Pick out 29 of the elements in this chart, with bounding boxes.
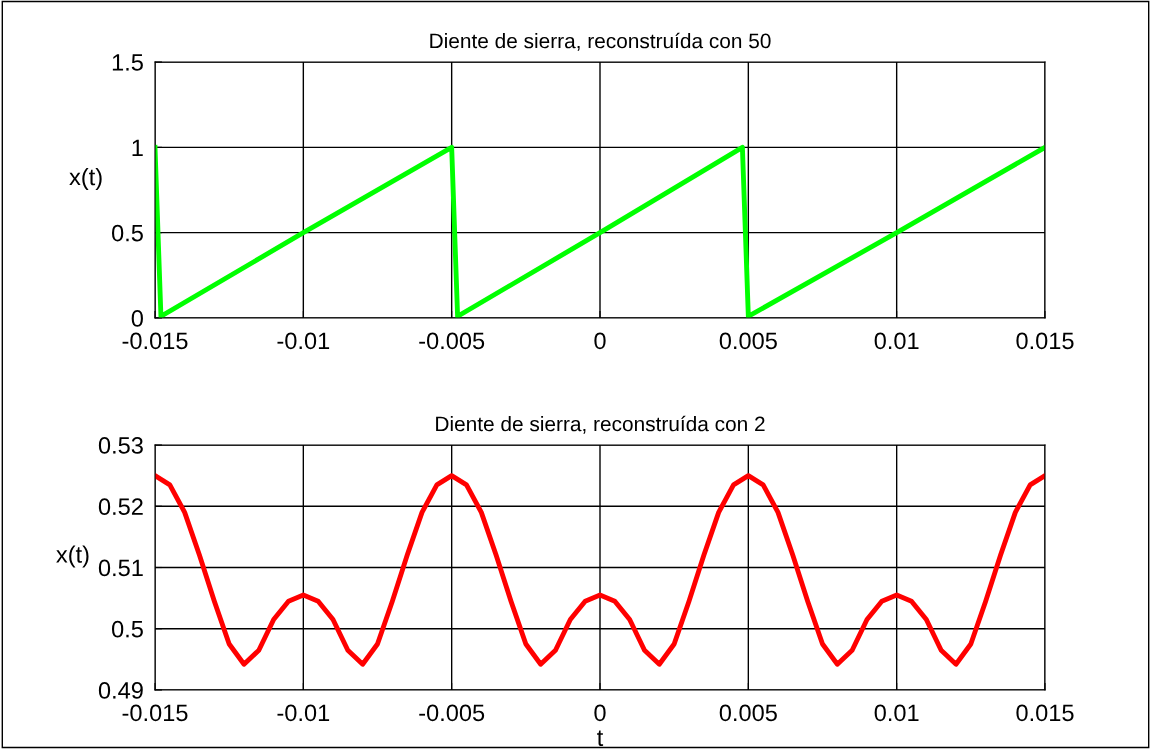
x-tick-label: 0.005: [719, 704, 777, 722]
y-tick-label: 0.51: [98, 559, 143, 577]
x-tick-label: 0.005: [719, 332, 777, 350]
x-tick-label: 0.01: [874, 332, 919, 350]
y-axis-title: x(t): [69, 167, 102, 190]
y-tick-label: 1: [132, 139, 143, 156]
x-tick-label: 0: [594, 704, 606, 722]
x-tick-label: 0.01: [874, 704, 919, 722]
x-tick-label: -0.01: [277, 704, 330, 722]
chart-title: Diente de sierra, reconstruída con 2: [436, 415, 765, 434]
x-axis-title: t: [597, 730, 604, 746]
y-tick-label: 0: [131, 310, 143, 327]
x-tick-label: 0.015: [1016, 704, 1074, 722]
x-tick-label: -0.005: [419, 332, 485, 350]
x-tick-label: 0.015: [1016, 332, 1074, 350]
line-series: [155, 473, 1045, 667]
y-tick-label: 0.5: [111, 224, 143, 242]
x-tick-label: -0.015: [122, 704, 188, 722]
chart-title: Diente de sierra, reconstruída con 50: [430, 32, 771, 51]
y-tick-label: 1.5: [112, 54, 143, 71]
y-tick-label: 0.53: [98, 437, 143, 454]
x-tick-label: -0.015: [122, 332, 188, 350]
y-tick-label: 0.5: [111, 620, 143, 638]
y-tick-label: 0.52: [98, 498, 143, 516]
y-tick-label: 0.49: [98, 682, 143, 699]
y-axis-title: x(t): [56, 545, 89, 568]
x-tick-label: 0: [594, 332, 606, 350]
x-tick-label: -0.01: [277, 332, 330, 350]
x-tick-label: -0.005: [419, 704, 485, 722]
